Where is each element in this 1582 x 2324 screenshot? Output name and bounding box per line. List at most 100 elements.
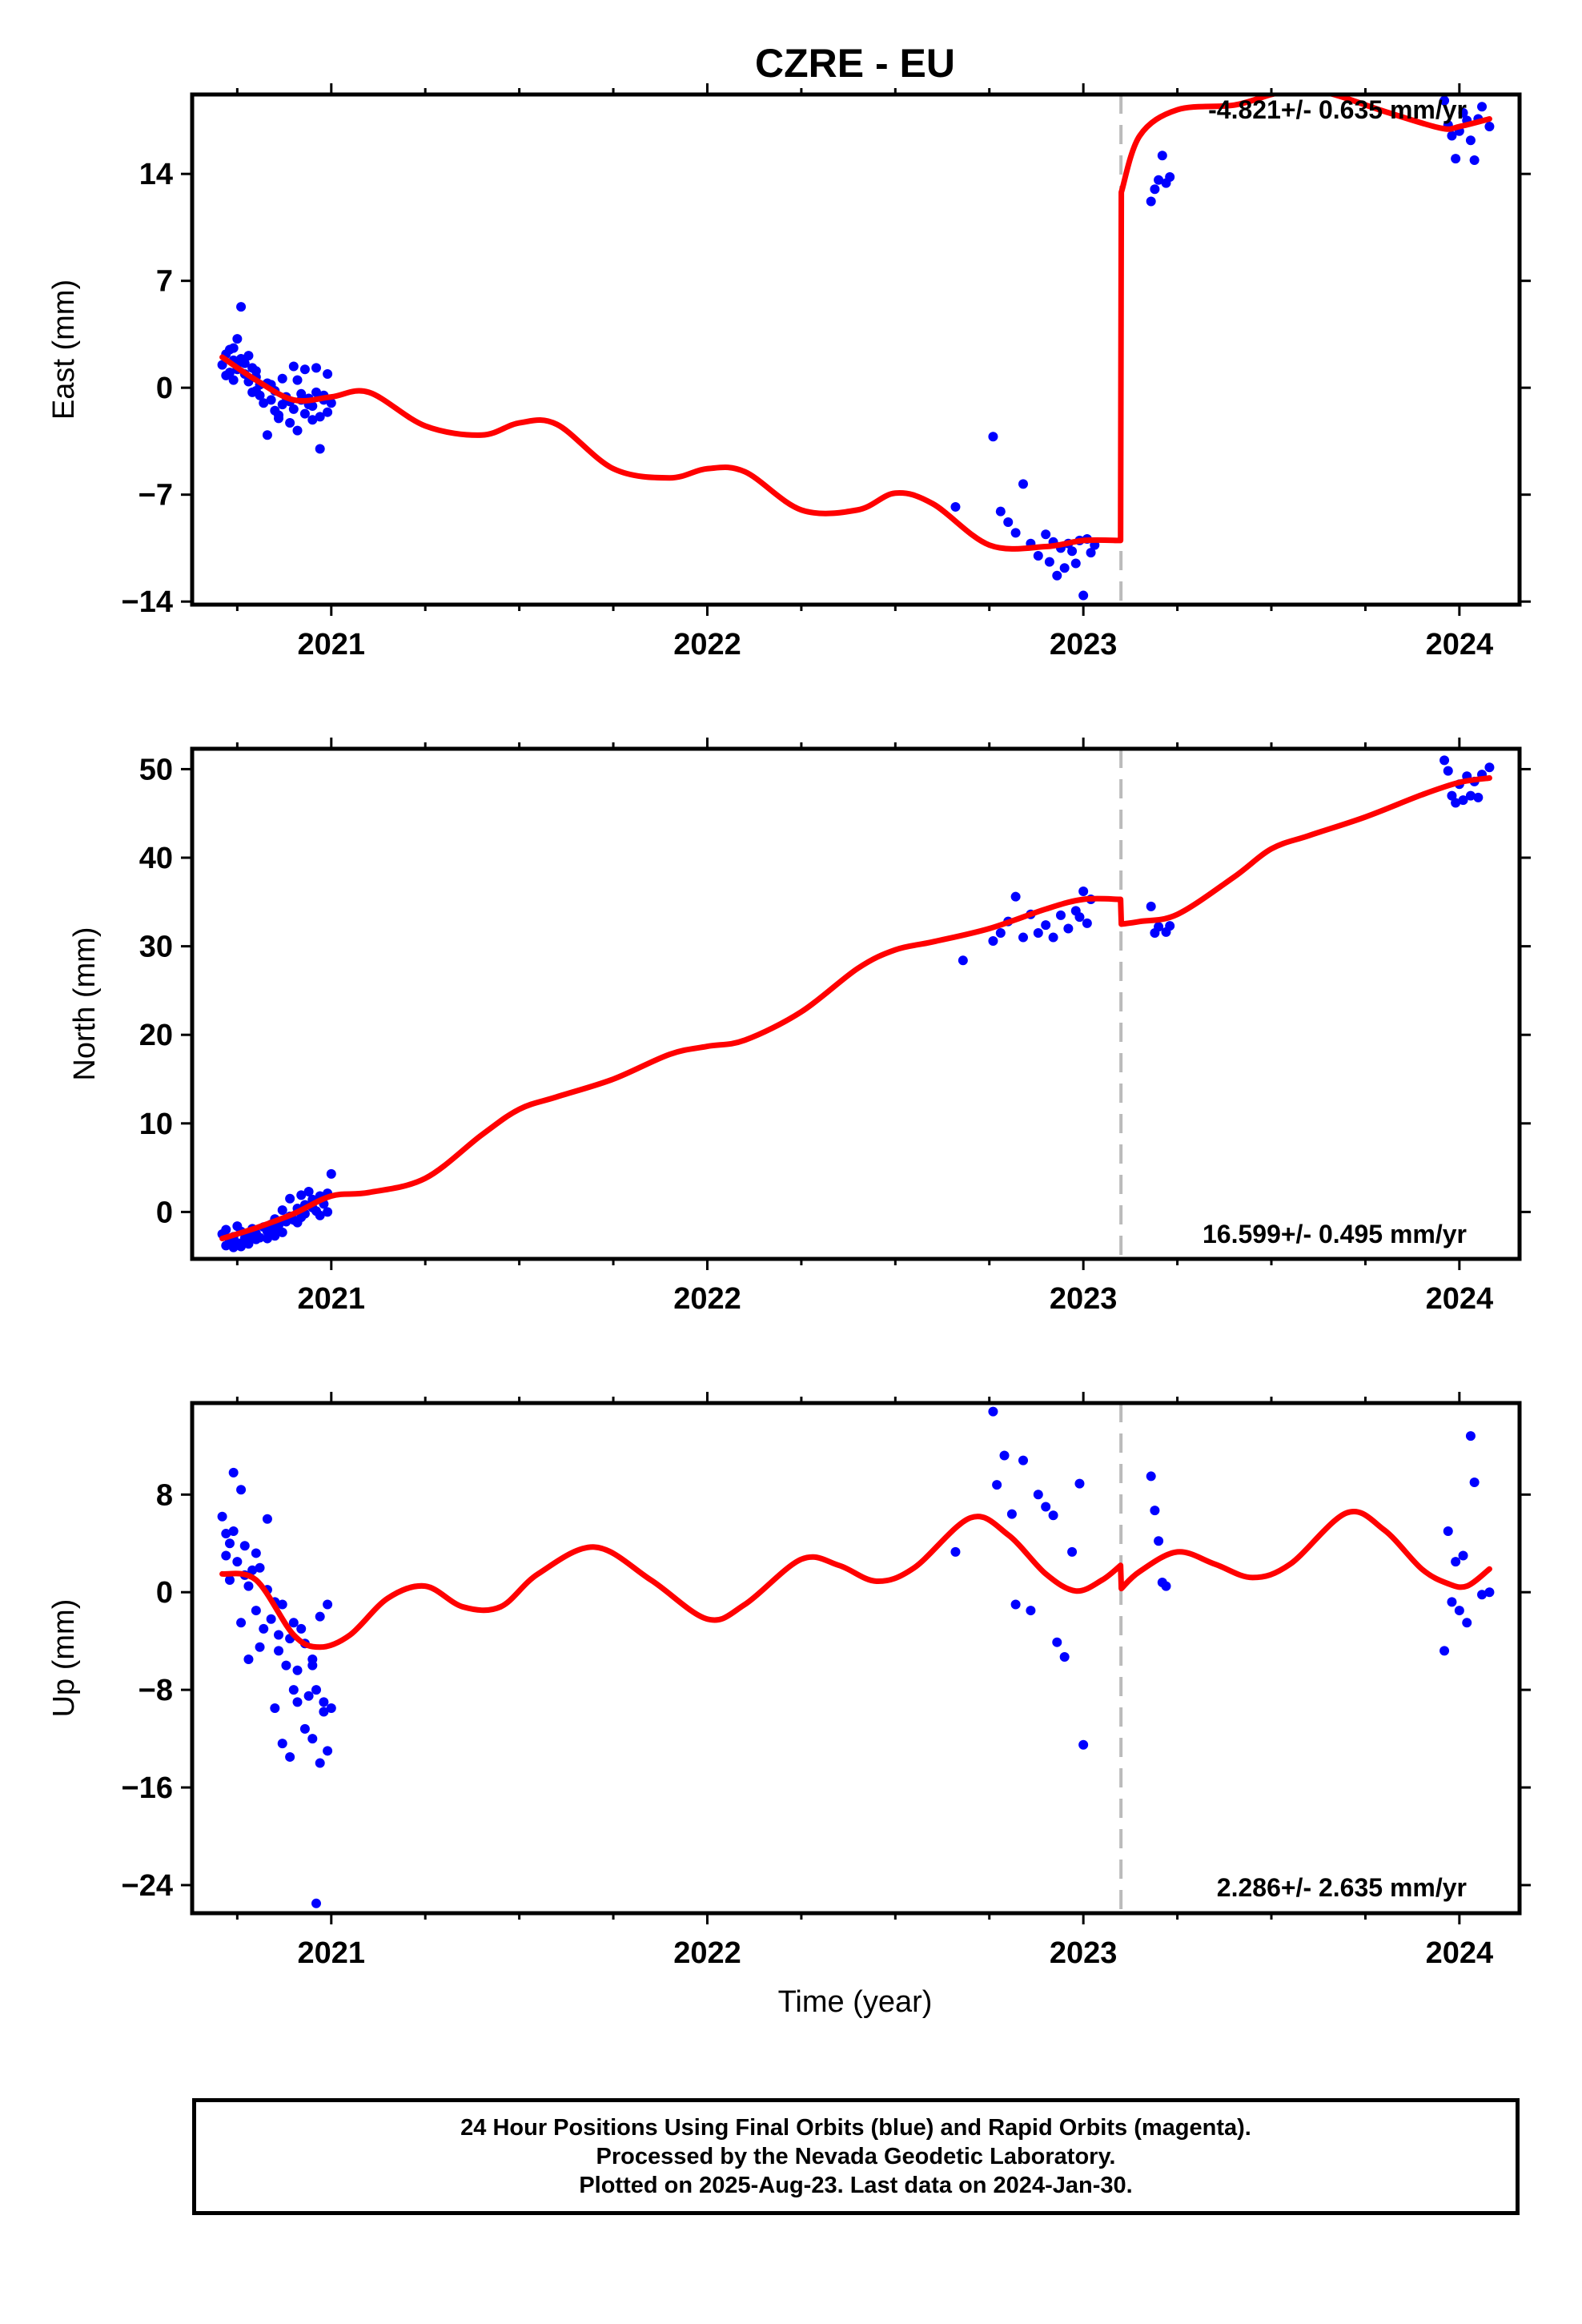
y-tick-label: −24 [122, 1869, 173, 1903]
data-point [228, 375, 239, 385]
data-point [1010, 891, 1021, 902]
data-point [307, 1734, 318, 1744]
plot-area [217, 755, 1495, 1252]
data-point [285, 1193, 295, 1204]
data-point [1458, 1550, 1468, 1561]
data-point [299, 1723, 310, 1734]
data-point [262, 430, 272, 440]
data-point [217, 360, 227, 370]
y-tick-label: 40 [139, 842, 173, 875]
data-point [1059, 1651, 1070, 1662]
data-point [1052, 1637, 1062, 1647]
data-point [1026, 1606, 1036, 1616]
data-point [1443, 1526, 1453, 1537]
y-tick-label: −8 [139, 1674, 173, 1707]
data-point [988, 1406, 998, 1417]
data-point [1146, 1471, 1156, 1482]
data-point [315, 1210, 325, 1220]
data-point [326, 398, 336, 408]
y-tick-label: 30 [139, 931, 173, 964]
data-point [1052, 570, 1062, 581]
data-point [255, 1232, 265, 1243]
data-point [1465, 790, 1476, 801]
panel-north: 2021 2022 2023 2024 0 10 20 30 40 50 North (mm) 16.… [68, 738, 1531, 1316]
data-point [1063, 923, 1074, 934]
data-point [292, 1697, 303, 1707]
data-point [285, 418, 295, 428]
data-point [315, 1611, 325, 1622]
data-point [277, 1227, 287, 1237]
data-point [224, 1538, 235, 1549]
data-point [221, 1224, 231, 1235]
data-point [274, 410, 284, 420]
data-point [259, 1623, 269, 1634]
data-point [243, 1581, 254, 1591]
data-point [311, 1685, 321, 1695]
data-point [1484, 122, 1495, 132]
data-point [266, 395, 276, 405]
data-point [1469, 155, 1480, 166]
footer-line-2: Processed by the Nevada Geodetic Laborat… [596, 2144, 1116, 2169]
x-tick-label: 2024 [1426, 628, 1494, 661]
data-point [988, 432, 998, 442]
data-point [1447, 1597, 1457, 1607]
y-axis-label: East (mm) [47, 279, 81, 420]
data-point [277, 1599, 287, 1610]
data-point [1150, 184, 1160, 195]
x-tick-label: 2023 [1050, 1936, 1118, 1970]
model-fit-line [219, 774, 1492, 1242]
data-point [292, 375, 303, 385]
x-tick-label: 2024 [1426, 1936, 1494, 1970]
data-point [1048, 932, 1058, 943]
data-point [232, 1557, 243, 1567]
data-point [217, 1511, 227, 1522]
data-point [1439, 755, 1450, 766]
data-point [292, 1665, 303, 1675]
data-point [1033, 1490, 1043, 1500]
data-point [288, 1618, 299, 1628]
data-point [1003, 517, 1014, 528]
data-point [950, 1546, 961, 1557]
data-point [266, 1614, 276, 1624]
data-point [1447, 131, 1457, 141]
data-point [319, 1697, 329, 1707]
data-point [323, 369, 333, 380]
data-point [1078, 1739, 1089, 1750]
x-tick-label: 2022 [673, 1936, 741, 1970]
panel-east: 2021 2022 2023 2024 −14 −7 0 7 14 East (mm) -4.821… [47, 83, 1531, 661]
rate-label: 2.286+/- 2.635 mm/yr [1217, 1873, 1467, 1902]
data-point [1048, 1510, 1058, 1521]
data-point [296, 1190, 307, 1200]
footer-line-3: Plotted on 2025-Aug-23. Last data on 202… [579, 2173, 1133, 2198]
data-point [1078, 590, 1089, 601]
data-point [221, 1550, 231, 1561]
x-tick-label: 2021 [298, 1282, 366, 1316]
data-point [232, 1221, 243, 1232]
data-point [1161, 1581, 1171, 1591]
data-point [1006, 1509, 1017, 1519]
data-point [1146, 901, 1156, 911]
y-tick-label: 14 [139, 158, 173, 191]
data-point [1041, 920, 1051, 931]
data-point [323, 1746, 333, 1756]
x-tick-label: 2022 [673, 1282, 741, 1316]
data-point [326, 1703, 336, 1713]
data-point [1165, 171, 1175, 182]
data-point [292, 425, 303, 436]
data-point [1454, 1606, 1464, 1616]
data-point [1469, 1478, 1480, 1488]
data-point [1458, 107, 1468, 118]
footer-caption-box: 24 Hour Positions Using Final Orbits (bl… [192, 2098, 1520, 2215]
data-point [251, 1606, 261, 1616]
data-point [274, 1630, 284, 1640]
data-point [303, 1691, 314, 1701]
y-tick-label: 0 [156, 1576, 173, 1610]
y-tick-label: 50 [139, 753, 173, 786]
data-point [1462, 1618, 1472, 1628]
chart-title: CZRE - EU [755, 41, 955, 86]
data-points [217, 755, 1495, 1252]
data-point [323, 1599, 333, 1610]
y-tick-label: 8 [156, 1478, 173, 1512]
data-point [296, 1623, 307, 1634]
data-point [1154, 1536, 1164, 1546]
